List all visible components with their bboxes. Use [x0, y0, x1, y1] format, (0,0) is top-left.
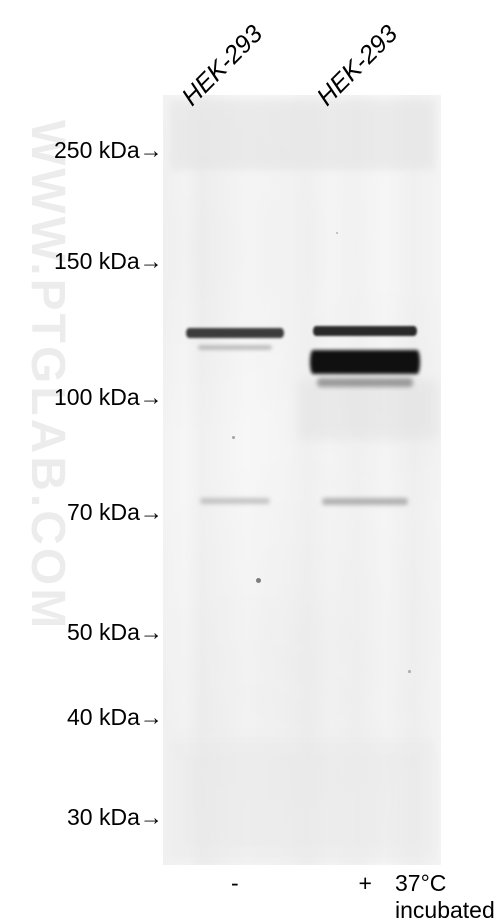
protein-band: [313, 326, 417, 336]
protein-band: [310, 350, 420, 374]
mw-marker-label: 30 kDa→: [67, 804, 163, 831]
speck: [408, 670, 411, 673]
speck: [232, 436, 235, 439]
smudge: [298, 380, 438, 440]
figure-root: WWW.PTGLAB.COM HEK-293HEK-293250 kDa→150…: [0, 0, 500, 903]
smudge: [170, 100, 435, 170]
smudge: [170, 740, 435, 860]
condition-symbol: -: [231, 870, 239, 897]
condition-caption: 37°C incubated: [395, 870, 500, 924]
condition-symbol: +: [359, 870, 372, 897]
protein-band: [198, 345, 272, 350]
protein-band: [200, 498, 270, 504]
watermark-text: WWW.PTGLAB.COM: [20, 120, 75, 631]
mw-marker-label: 40 kDa→: [67, 704, 163, 731]
blot-region: [163, 95, 441, 865]
speck: [256, 578, 261, 583]
mw-marker-label: 50 kDa→: [67, 619, 163, 646]
protein-band: [186, 328, 284, 338]
mw-marker-label: 70 kDa→: [67, 499, 163, 526]
mw-marker-label: 250 kDa→: [54, 137, 163, 164]
mw-marker-label: 150 kDa→: [54, 248, 163, 275]
protein-band: [317, 378, 413, 387]
mw-marker-label: 100 kDa→: [54, 384, 163, 411]
protein-band: [322, 498, 408, 505]
